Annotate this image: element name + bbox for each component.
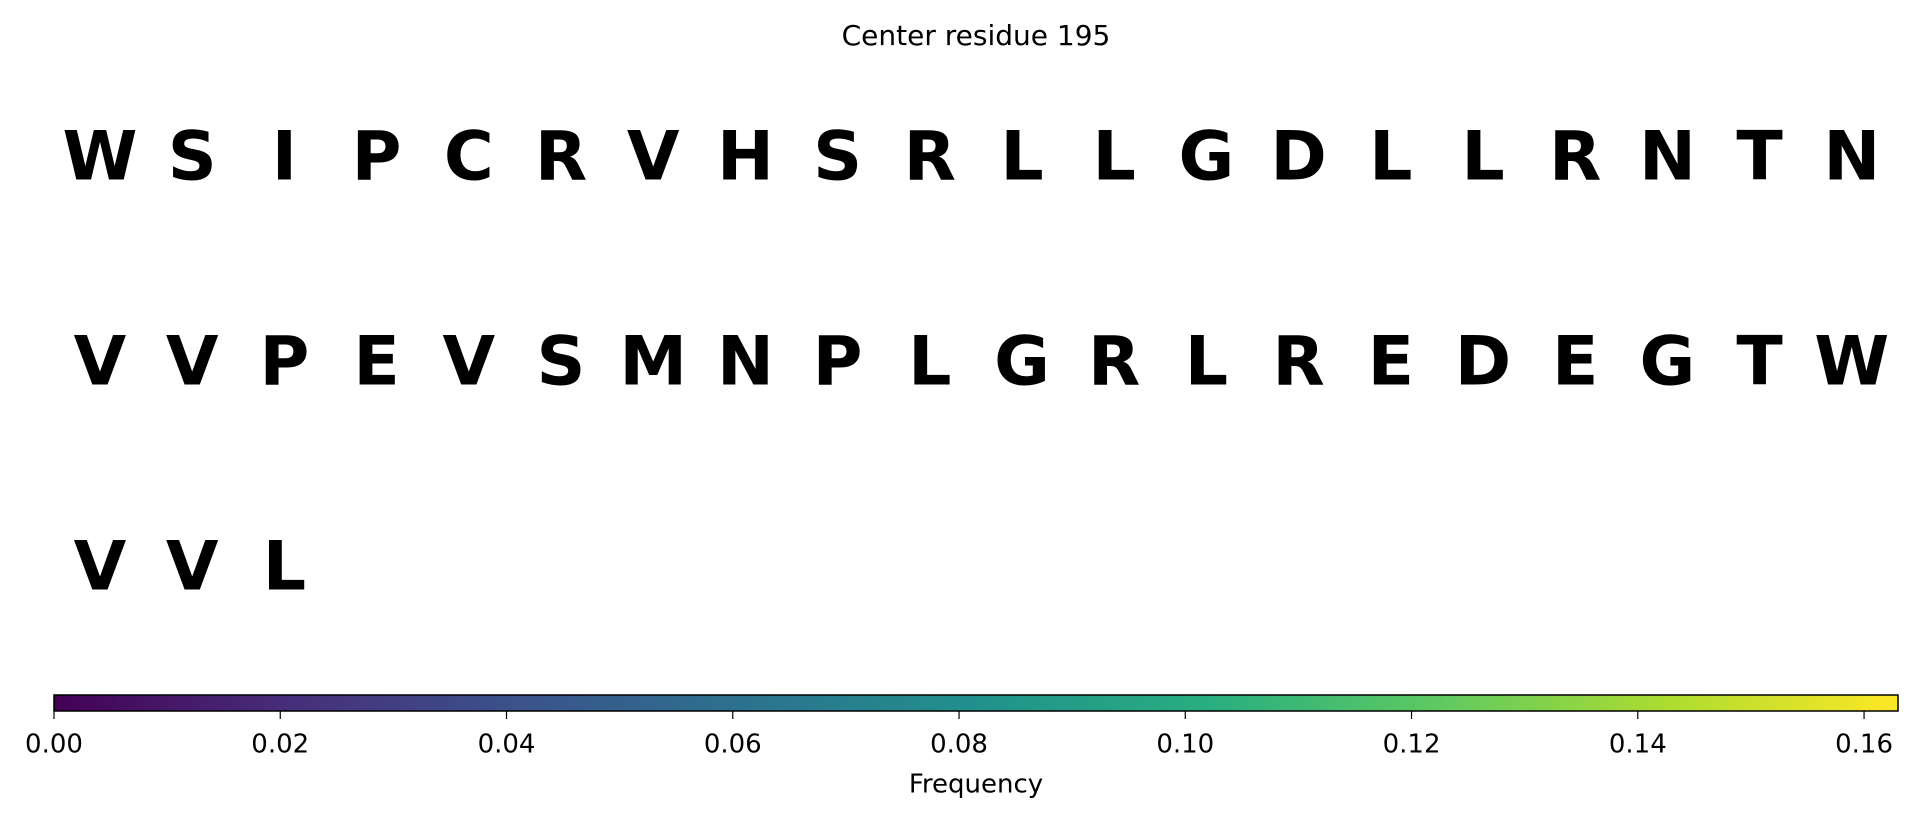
residue-letter: G (1639, 323, 1695, 402)
residue-letter: V (74, 528, 127, 607)
x-tick-label: 0.14 (1609, 730, 1667, 760)
residue-letter: W (1814, 323, 1889, 402)
residue-letter: W (62, 118, 137, 197)
residue-letter: N (1823, 118, 1880, 197)
colorbar (53, 694, 1899, 712)
residue-letter: M (619, 323, 687, 402)
residue-letter: V (442, 323, 495, 402)
residue-letter: E (353, 323, 399, 402)
chart-title: Center residue 195 (842, 19, 1111, 52)
residue-letter: S (537, 323, 586, 402)
residue-letter: V (627, 118, 680, 197)
residue-letter: S (813, 118, 862, 197)
residue-letter: P (813, 323, 863, 402)
residue-letter: R (1088, 323, 1140, 402)
residue-letter: T (1736, 118, 1783, 197)
residue-letter: P (259, 323, 309, 402)
residue-letter: V (166, 323, 219, 402)
colorbar-label: Frequency (909, 770, 1043, 800)
residue-letter: G (994, 323, 1050, 402)
residue-letter: R (1272, 323, 1324, 402)
x-tick-label: 0.04 (478, 730, 536, 760)
residue-letter: T (1736, 323, 1783, 402)
residue-letter: R (535, 118, 587, 197)
residue-letter: E (1552, 323, 1598, 402)
x-tick-label: 0.16 (1835, 730, 1893, 760)
x-tick-label: 0.00 (25, 730, 83, 760)
residue-letter: L (1000, 118, 1043, 197)
residue-letter: P (352, 118, 402, 197)
residue-letter: L (908, 323, 951, 402)
x-tick-label: 0.10 (1156, 730, 1214, 760)
residue-letter: L (1093, 118, 1136, 197)
residue-letter: I (272, 118, 297, 197)
residue-letter: L (1461, 118, 1504, 197)
residue-letter: R (904, 118, 956, 197)
residue-letter: L (263, 528, 306, 607)
residue-letter: H (717, 118, 774, 197)
residue-letter: C (444, 118, 494, 197)
x-tick-label: 0.12 (1383, 730, 1441, 760)
residue-letter: G (1178, 118, 1234, 197)
x-tick-label: 0.06 (704, 730, 762, 760)
x-tick-label: 0.08 (930, 730, 988, 760)
residue-letter: N (717, 323, 774, 402)
residue-letter: L (1185, 323, 1228, 402)
residue-letter: R (1549, 118, 1601, 197)
residue-letter: D (1270, 118, 1326, 197)
residue-letter: S (168, 118, 217, 197)
residue-letter: V (74, 323, 127, 402)
residue-letter: L (1369, 118, 1412, 197)
residue-letter: V (166, 528, 219, 607)
residue-letter: N (1639, 118, 1696, 197)
residue-letter: E (1368, 323, 1414, 402)
x-tick-label: 0.02 (251, 730, 309, 760)
residue-letter: D (1455, 323, 1511, 402)
